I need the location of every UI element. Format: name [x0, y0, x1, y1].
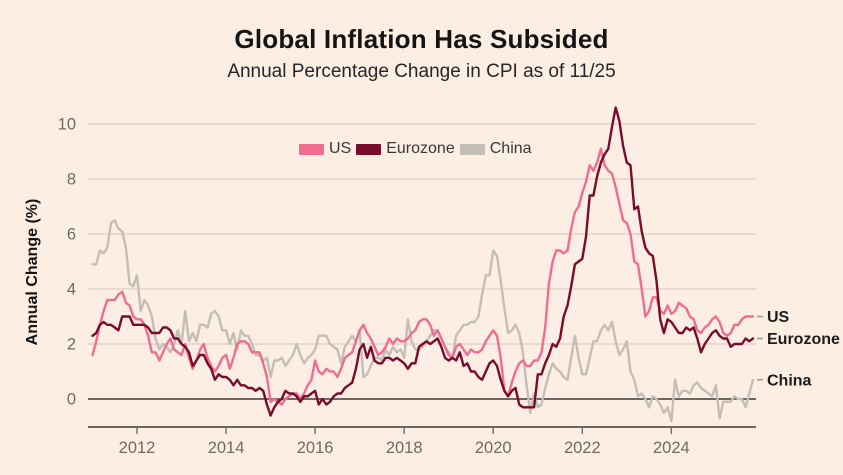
- eurozone-line: [91, 106, 755, 417]
- legend-item-china: China: [459, 140, 532, 158]
- x-tick-label-2012: 2012: [119, 439, 156, 457]
- x-tick-label-2022: 2022: [564, 439, 601, 457]
- y-tick-label-10: 10: [58, 116, 76, 134]
- legend-label-us: US: [329, 140, 352, 157]
- china-line: [91, 219, 755, 423]
- x-tick-label-2020: 2020: [475, 439, 512, 457]
- series-end-label-china: China: [767, 372, 812, 389]
- legend-label-china: China: [489, 140, 532, 157]
- legend-item-eurozone: Eurozone: [356, 140, 455, 158]
- legend-swatch-us: [299, 143, 324, 155]
- y-tick-label-4: 4: [67, 281, 76, 299]
- legend: US Eurozone China: [299, 140, 532, 158]
- x-tick-label-2018: 2018: [386, 439, 423, 457]
- y-tick-label-8: 8: [67, 171, 76, 189]
- x-tick-label-2024: 2024: [653, 439, 690, 457]
- us-line: [91, 147, 755, 406]
- legend-swatch-china: [459, 143, 485, 155]
- x-tick-label-2016: 2016: [297, 439, 334, 457]
- legend-swatch-eurozone: [356, 143, 382, 155]
- y-tick-label-2: 2: [67, 336, 76, 354]
- legend-label-eurozone: Eurozone: [386, 140, 455, 157]
- x-tick-label-2014: 2014: [208, 439, 245, 457]
- chart-title: Global Inflation Has Subsided: [234, 24, 609, 54]
- y-tick-label-0: 0: [67, 391, 76, 409]
- chart-subtitle: Annual Percentage Change in CPI as of 11…: [227, 61, 616, 82]
- series-end-label-us: US: [767, 309, 790, 326]
- legend-item-us: US: [299, 140, 351, 158]
- series-end-label-eurozone: Eurozone: [767, 331, 840, 348]
- y-tick-label-6: 6: [67, 226, 76, 244]
